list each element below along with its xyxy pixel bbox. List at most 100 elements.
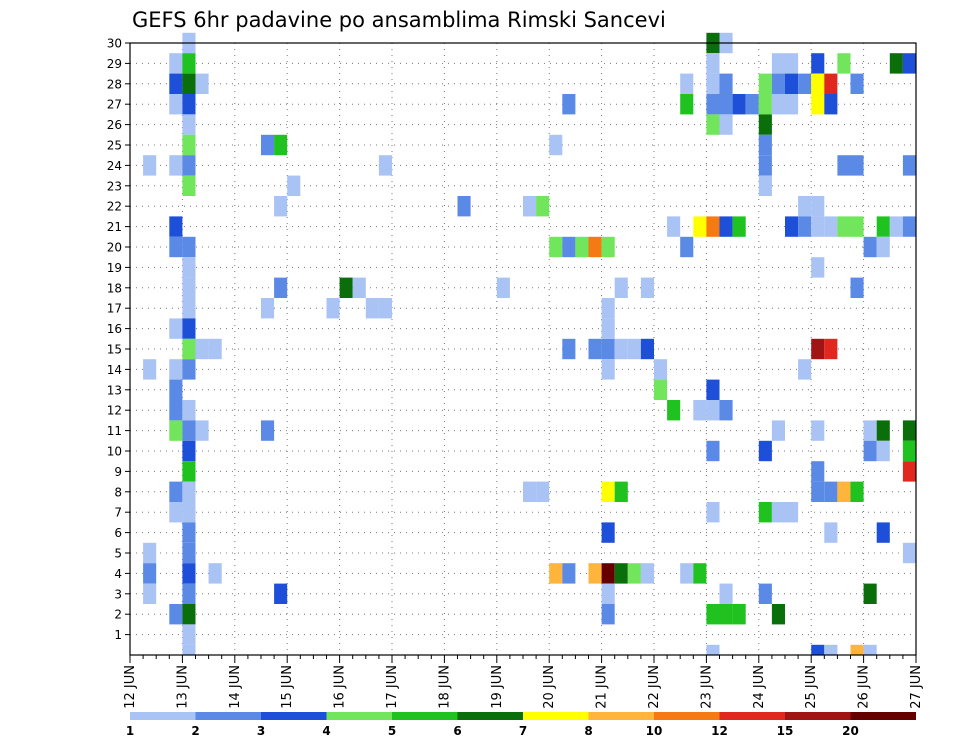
heatmap-cell	[261, 134, 275, 156]
heatmap-cell	[601, 359, 615, 380]
heatmap-cell	[680, 236, 694, 258]
y-tick-label: 7	[114, 506, 122, 520]
heatmap-cell	[182, 155, 196, 176]
heatmap-cell	[287, 175, 301, 196]
heatmap-cell	[352, 277, 366, 298]
heatmap-cell	[811, 216, 825, 237]
heatmap-cell	[614, 277, 628, 298]
heatmap-cell	[771, 604, 785, 625]
heatmap-cell	[706, 440, 720, 462]
y-tick-label: 21	[107, 220, 122, 234]
heatmap-cell	[601, 298, 615, 319]
legend-label: 7	[519, 724, 527, 738]
heatmap-cell	[798, 359, 812, 380]
heatmap-cell	[706, 73, 720, 94]
y-tick-label: 29	[107, 57, 122, 71]
heatmap-cell	[876, 522, 890, 543]
y-tick-label: 15	[107, 343, 122, 357]
heatmap-cell	[654, 379, 668, 400]
heatmap-cell	[758, 73, 772, 94]
heatmap-cell	[837, 53, 851, 74]
y-tick-label: 24	[107, 159, 122, 173]
heatmap-cell	[706, 604, 720, 625]
y-tick-label: 11	[107, 424, 122, 438]
heatmap-cell	[640, 338, 654, 360]
legend-label: 6	[453, 724, 461, 738]
heatmap-cell	[863, 583, 877, 604]
heatmap-cell	[588, 338, 602, 360]
heatmap-cell	[562, 94, 576, 115]
heatmap-cell	[811, 420, 825, 441]
y-tick-label: 23	[107, 179, 122, 193]
heatmap-cell	[378, 155, 392, 176]
heatmap-cell	[863, 440, 877, 462]
heatmap-cell	[549, 134, 563, 156]
x-tick-label: 13 JUN	[175, 665, 190, 709]
y-tick-label: 10	[107, 445, 122, 459]
heatmap-cell	[182, 502, 196, 523]
heatmap-cell	[811, 196, 825, 217]
heatmap-cell	[169, 502, 183, 523]
heatmap-cell	[601, 338, 615, 360]
heatmap-cell	[811, 257, 825, 278]
x-tick-label: 16 JUN	[333, 665, 348, 709]
heatmap-cell	[169, 318, 183, 339]
heatmap-cell	[902, 461, 916, 482]
heatmap-cell	[771, 53, 785, 74]
heatmap-cell	[680, 73, 694, 94]
heatmap-cell	[863, 236, 877, 258]
heatmap-cell	[326, 298, 340, 319]
heatmap-cell	[732, 604, 746, 625]
heatmap-cell	[719, 216, 733, 237]
heatmap-cell	[811, 73, 825, 94]
heatmap-cell	[523, 481, 537, 502]
heatmap-cell	[719, 604, 733, 625]
heatmap-cell	[562, 338, 576, 360]
heatmap-cell	[693, 563, 707, 584]
heatmap-cell	[785, 53, 799, 74]
x-tick-label: 27 JUN	[909, 665, 924, 709]
heatmap-cell	[785, 73, 799, 94]
heatmap-cell	[169, 155, 183, 176]
x-tick-label: 19 JUN	[490, 665, 505, 709]
heatmap-cell	[182, 604, 196, 625]
heatmap-cell	[182, 94, 196, 115]
heatmap-cell	[706, 216, 720, 237]
heatmap-cell	[261, 298, 275, 319]
heatmap-cell	[811, 94, 825, 115]
heatmap-cell	[208, 338, 222, 360]
heatmap-cell	[719, 73, 733, 94]
x-tick-label: 18 JUN	[437, 665, 452, 709]
heatmap-cell	[182, 338, 196, 360]
y-tick-label: 18	[107, 281, 122, 295]
heatmap-cell	[837, 216, 851, 237]
heatmap-cell	[365, 298, 379, 319]
heatmap-cell	[536, 196, 550, 217]
heatmap-cell	[667, 400, 681, 421]
heatmap-cell	[654, 359, 668, 380]
heatmap-cell	[601, 481, 615, 502]
heatmap-cell	[182, 298, 196, 319]
heatmap-cell	[562, 236, 576, 258]
heatmap-cell	[706, 379, 720, 400]
heatmap-cell	[811, 461, 825, 482]
heatmap-cell	[182, 359, 196, 380]
legend-swatch	[130, 712, 196, 720]
heatmap-cell	[719, 94, 733, 115]
x-tick-label: 23 JUN	[699, 665, 714, 709]
heatmap-cell	[693, 400, 707, 421]
heatmap-cell	[902, 216, 916, 237]
heatmap-cell	[680, 94, 694, 115]
heatmap-cell	[182, 236, 196, 258]
x-tick-label: 17 JUN	[385, 665, 400, 709]
heatmap-cell	[182, 318, 196, 339]
y-tick-label: 19	[107, 261, 122, 275]
plot-background	[130, 43, 916, 655]
legend-swatch	[588, 712, 654, 720]
y-tick-label: 8	[114, 485, 122, 499]
heatmap-cell	[785, 94, 799, 115]
heatmap-cell	[863, 644, 877, 655]
y-tick-label: 27	[107, 98, 122, 112]
heatmap-cell	[274, 583, 288, 604]
heatmap-cell	[785, 502, 799, 523]
